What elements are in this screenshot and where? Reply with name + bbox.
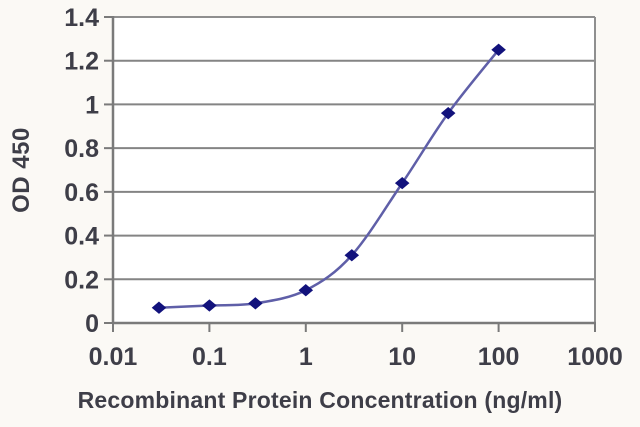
y-tick-label: 0.6 [64, 179, 99, 207]
data-point-marker [151, 301, 167, 314]
x-tick-label: 10 [388, 343, 416, 371]
x-axis-title: Recombinant Protein Concentration (ng/ml… [77, 387, 563, 413]
data-point-marker [298, 284, 314, 297]
x-tick-label: 1 [299, 343, 313, 371]
y-tick-label: 1.4 [64, 4, 99, 32]
y-tick-label: 1 [85, 91, 99, 119]
y-tick-label: 0.8 [64, 135, 99, 163]
y-tick-label: 0 [85, 310, 99, 338]
y-tick-label: 1.2 [64, 48, 99, 76]
x-tick-label: 100 [478, 343, 520, 371]
data-point-marker [202, 299, 217, 312]
plot-background [113, 17, 595, 323]
data-point-marker [344, 249, 360, 262]
x-tick-label: 0.01 [89, 343, 138, 371]
x-tick-label: 1000 [567, 343, 623, 371]
y-axis-title: OD 450 [8, 127, 35, 213]
data-point-marker [491, 43, 506, 56]
y-tick-label: 0.4 [64, 223, 99, 251]
data-point-marker [394, 176, 410, 190]
y-tick-label: 0.2 [64, 266, 99, 294]
data-point-marker [248, 297, 263, 310]
x-tick-label: 0.1 [192, 343, 227, 371]
data-point-marker [440, 107, 456, 120]
